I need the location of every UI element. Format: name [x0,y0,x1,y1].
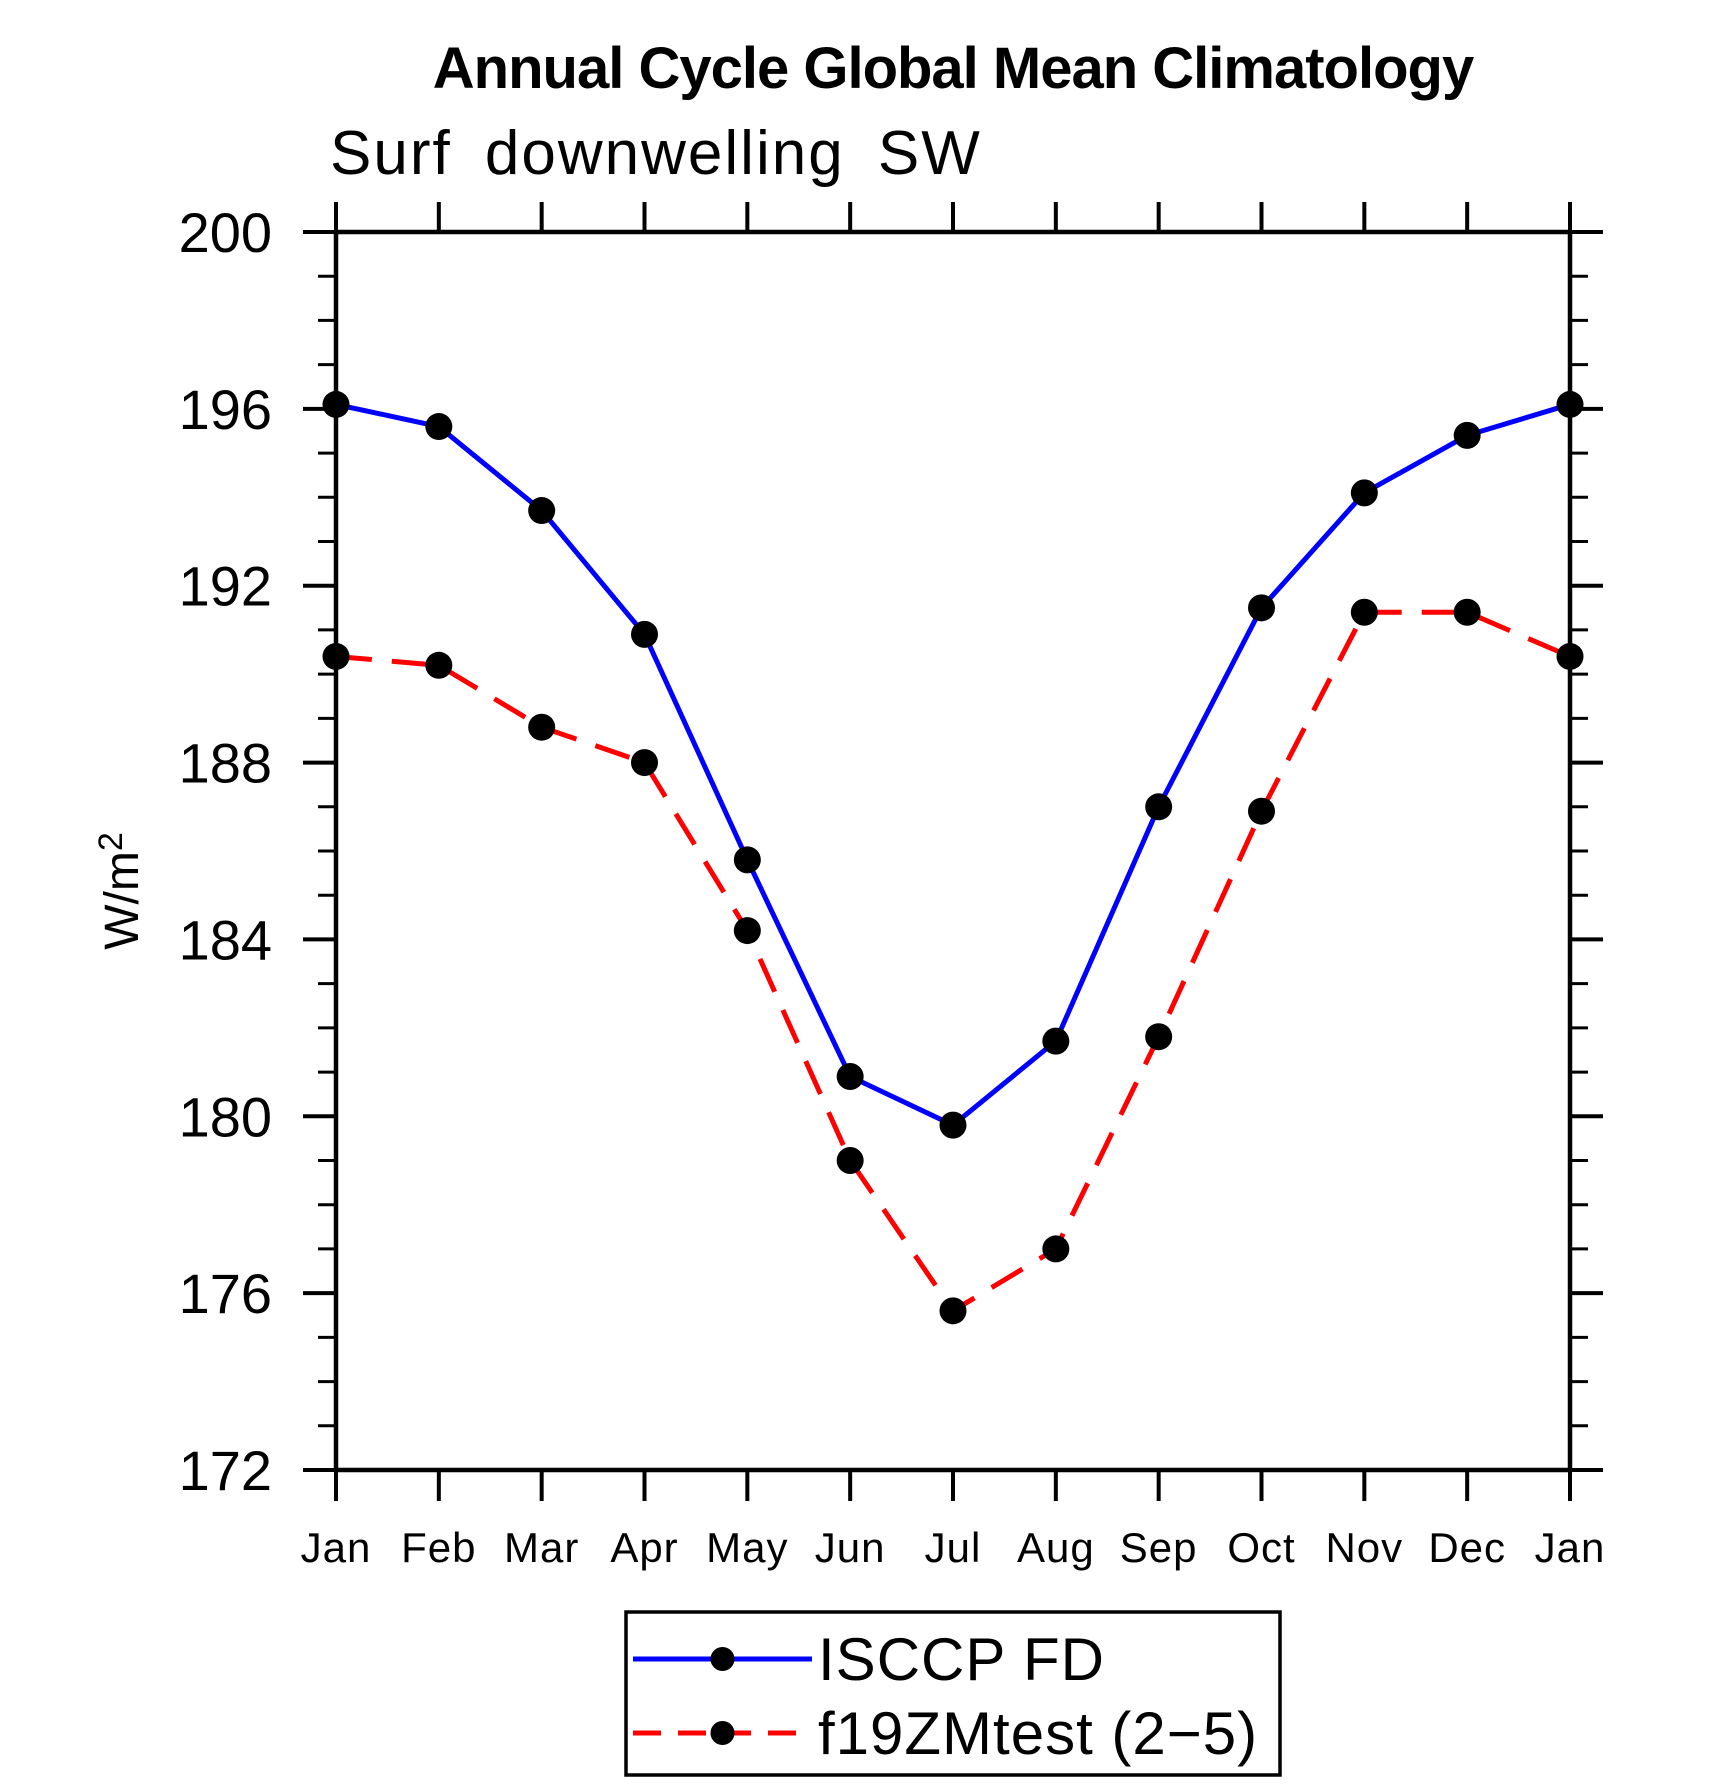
x-tick-label: Aug [1017,1524,1095,1571]
data-point-marker [733,846,761,874]
y-axis-label-base: W/m [96,851,149,950]
data-point-marker [939,1111,967,1139]
data-point-marker [1145,1023,1173,1051]
legend-label: f19ZMtest (2−5) [818,1700,1258,1767]
data-point-marker [836,1147,864,1174]
y-tick-label: 188 [179,732,272,795]
legend-marker [710,1647,735,1671]
x-tick-label: May [706,1524,788,1571]
y-axis-label: W/m2 [92,832,149,950]
series-line-f19zmtest-2-5- [335,609,1571,1315]
data-point-marker [528,713,556,741]
legend-entry: f19ZMtest (2−5) [633,1700,1258,1767]
data-point-marker [425,651,453,679]
data-point-marker [528,497,556,525]
y-tick-label: 200 [179,201,272,264]
data-point-marker [322,642,350,670]
data-point-marker [1556,390,1584,418]
x-tick-label: Apr [610,1524,678,1571]
y-tick-label: 172 [179,1439,272,1502]
axis-ticks [303,202,1603,1501]
y-tick-label: 184 [179,908,272,971]
data-point-marker [322,390,350,418]
legend-marker [710,1721,735,1745]
data-point-marker [1248,797,1275,825]
data-point-marker [1453,598,1481,626]
x-tick-label: Jan [1535,1524,1606,1571]
y-tick-label: 180 [179,1085,272,1148]
legend-label: ISCCP FD [818,1626,1105,1693]
legend-box [624,1610,1282,1777]
data-point-marker [1350,598,1378,626]
legend-entry: ISCCP FD [633,1626,1105,1693]
x-tick-label: Jan [301,1524,372,1571]
x-tick-label: Oct [1227,1524,1295,1571]
data-point-marker [733,917,761,945]
x-tick-label: Feb [401,1524,476,1571]
chart-title: Annual Cycle Global Mean Climatology [433,36,1474,101]
data-point-marker [425,413,453,441]
x-tick-label: Jul [925,1524,982,1571]
data-point-marker [631,620,658,648]
data-point-marker [631,749,658,777]
y-tick-label: 196 [179,378,272,441]
x-tick-label: Nov [1325,1524,1403,1571]
plot-frame [333,229,1573,1473]
x-tick-label: Sep [1120,1524,1198,1571]
chart-subtitle: Surf downwelling SW [330,119,982,188]
x-tick-label: Jun [815,1524,886,1571]
y-tick-label: 176 [179,1262,272,1325]
data-point-marker [1042,1027,1070,1055]
y-axis-label-superscript: 2 [92,832,130,851]
data-point-marker [1248,594,1275,622]
series-line-isccp-fd [335,401,1571,1129]
data-point-marker [1145,793,1173,821]
data-point-marker [1556,642,1584,670]
data-point-marker [939,1297,967,1325]
data-point-marker [1350,479,1378,507]
y-tick-label: 192 [179,555,272,618]
data-point-marker [1453,421,1481,449]
data-point-marker [1042,1235,1070,1263]
x-tick-label: Mar [504,1524,579,1571]
x-tick-label: Dec [1428,1524,1506,1571]
data-point-marker [836,1062,864,1090]
